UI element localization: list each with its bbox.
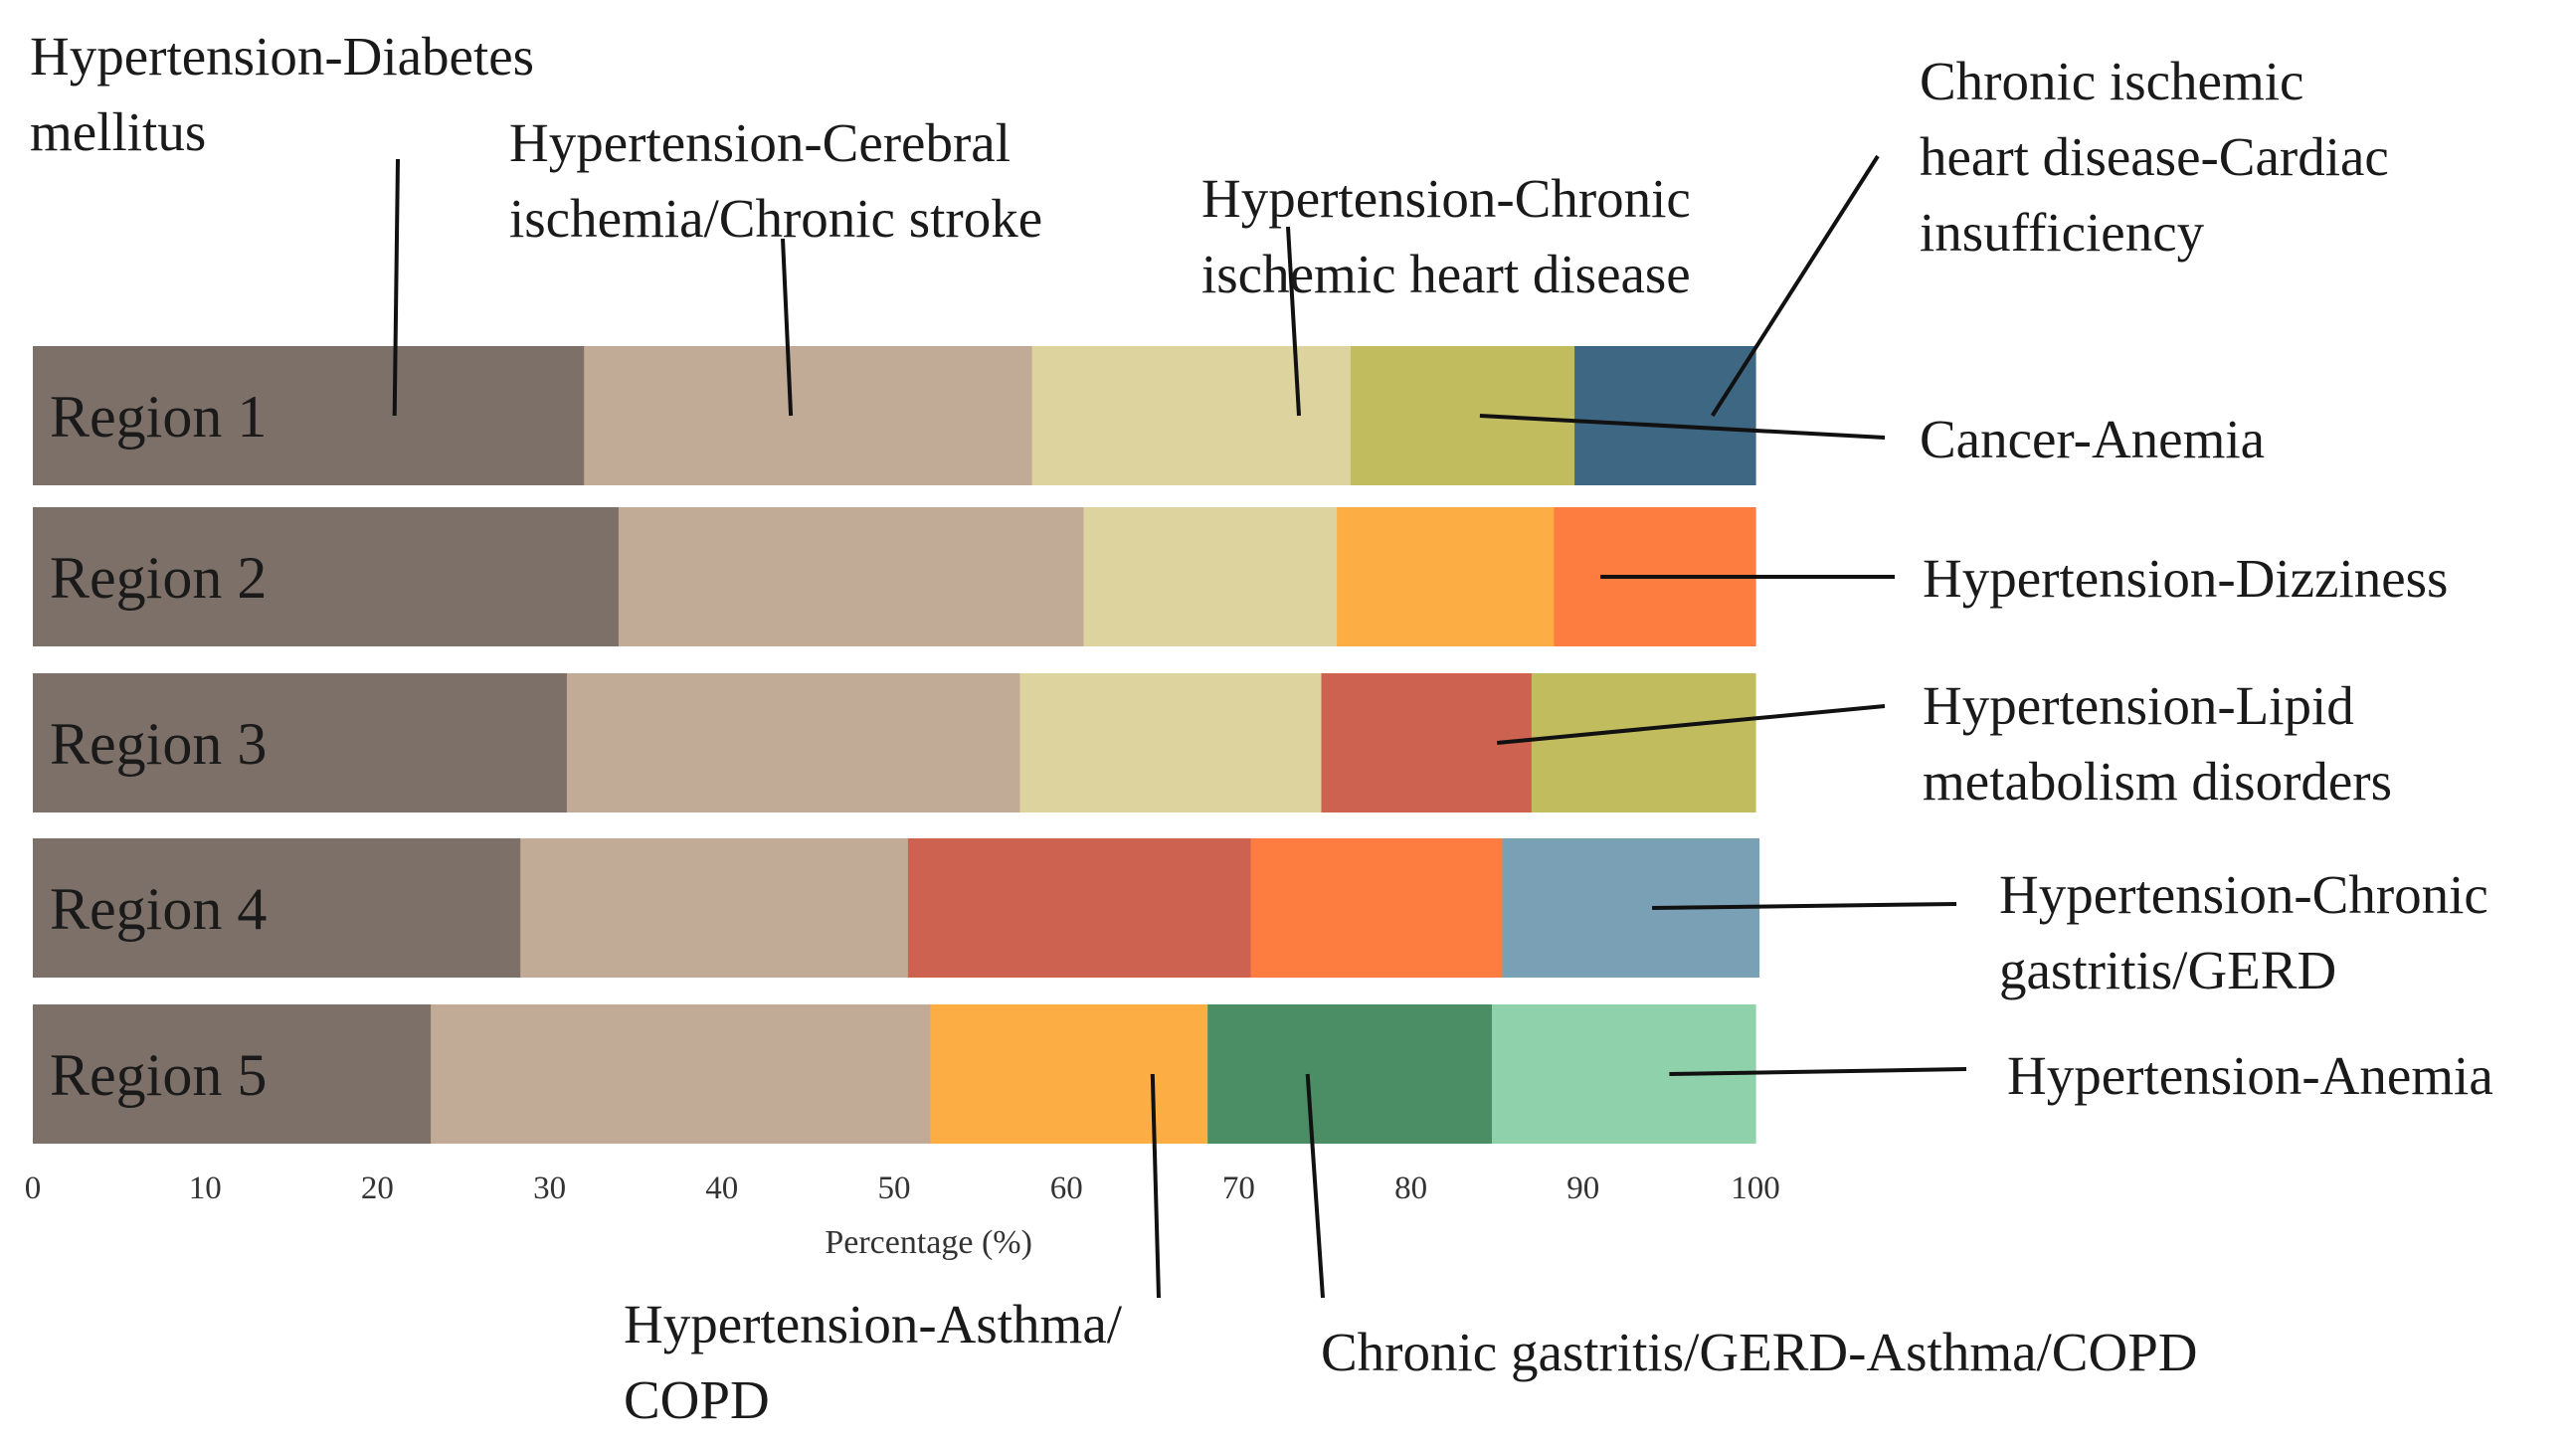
annotation-label-cardiac: Chronic ischemic [1920, 51, 2303, 111]
bar-segment-region-3-hypertension-diabetes-mellitus [33, 673, 568, 812]
bar-segment-region-1-cancer-anemia [1351, 346, 1575, 485]
annotation-label-chd: ischemic heart disease [1201, 244, 1691, 304]
x-axis-title: Percentage (%) [825, 1224, 1032, 1261]
annotation-label-cardiac: heart disease-Cardiac [1920, 126, 2389, 187]
bar-segment-region-5-chronic-gastritis-gerd-asthma-copd [1207, 1004, 1493, 1144]
bar-segment-region-2-hypertension-cerebral-ischemia-chronic-stroke [618, 507, 1085, 646]
annotation-label-cancer: Cancer-Anemia [1920, 409, 2265, 469]
leader-line-cerebral [781, 238, 794, 417]
x-tick-label: 50 [878, 1171, 911, 1206]
bar-segment-region-4-hypertension-dizziness [1250, 838, 1503, 978]
annotation-label-cerebral: ischemia/Chronic stroke [509, 188, 1042, 249]
bar-segment-region-3-hypertension-chronic-ischemic-heart-disease [1019, 673, 1323, 812]
annotation-label-diabetes: mellitus [30, 101, 206, 162]
bar-segment-region-2-hypertension-asthma-copd [1337, 507, 1555, 646]
annotation-label-asthma: COPD [624, 1369, 770, 1430]
x-tick-label: 30 [533, 1171, 566, 1206]
annotation-label-gerd: gastritis/GERD [1999, 940, 2336, 1000]
annotation-label-cardiac: insufficiency [1920, 202, 2205, 263]
leader-line-asthma [1150, 1073, 1161, 1299]
annotation-label-lipid: Hypertension-Lipid [1923, 675, 2354, 736]
bar-segment-region-5-hypertension-diabetes-mellitus [33, 1004, 432, 1144]
region-labels: Region 1 Region 2 Region 3 Region 4 Region 5 [50, 384, 267, 1108]
leader-line-cancer [1479, 414, 1886, 440]
region-label: Region 1 [50, 384, 267, 450]
bar-segment-region-4-hypertension-cerebral-ischemia-chronic-stroke [520, 838, 909, 978]
x-tick-label: 90 [1566, 1171, 1599, 1206]
bar-segment-region-3-cancer-anemia [1531, 673, 1756, 812]
annotation-label-diabetes: Hypertension-Diabetes [30, 26, 534, 87]
bar-segment-region-5-hypertension-cerebral-ischemia-chronic-stroke [431, 1004, 931, 1144]
x-tick-label: 60 [1050, 1171, 1083, 1206]
x-tick-label: 80 [1394, 1171, 1427, 1206]
region-label: Region 3 [50, 711, 267, 777]
annotation-label-htn-anemia: Hypertension-Anemia [2007, 1045, 2493, 1106]
leader-line-gerd [1652, 902, 1957, 910]
bar-segment-region-1-hypertension-diabetes-mellitus [33, 346, 585, 485]
annotation-label-gerd-asthma: Chronic gastritis/GERD-Asthma/COPD [1321, 1322, 2198, 1382]
annotation-label-dizziness: Hypertension-Dizziness [1923, 548, 2448, 609]
bar-segment-region-1-hypertension-chronic-ischemic-heart-disease [1031, 346, 1352, 485]
bar-segment-region-5-hypertension-asthma-copd [930, 1004, 1208, 1144]
x-tick-label: 40 [705, 1171, 738, 1206]
bar-segment-region-2-hypertension-diabetes-mellitus [33, 507, 620, 646]
annotation-label-asthma: Hypertension-Asthma/ [624, 1294, 1123, 1354]
region-label: Region 2 [50, 545, 267, 611]
leader-line-gerd-asthma [1305, 1073, 1325, 1299]
x-tick-label: 20 [361, 1171, 394, 1206]
annotation-label-lipid: metabolism disorders [1923, 751, 2392, 811]
bar-segment-region-3-hypertension-lipid-metabolism-disorders [1321, 673, 1533, 812]
bar-segment-region-4-hypertension-diabetes-mellitus [33, 838, 521, 978]
leader-line-chd [1286, 226, 1301, 417]
bar-segment-region-4-hypertension-lipid-metabolism-disorders [907, 838, 1252, 978]
annotation-label-cerebral: Hypertension-Cerebral [509, 112, 1011, 173]
bar-segment-region-2-hypertension-chronic-ischemic-heart-disease [1083, 507, 1338, 646]
x-tick-label: 0 [25, 1171, 42, 1206]
x-tick-label: 10 [189, 1171, 222, 1206]
leader-line-lipid [1497, 704, 1886, 745]
bars-layer [33, 346, 1760, 1144]
leader-line-htn-anemia [1669, 1067, 1967, 1076]
x-tick-label: 100 [1731, 1171, 1780, 1206]
bar-segment-region-3-hypertension-cerebral-ischemia-chronic-stroke [566, 673, 1020, 812]
region-label: Region 4 [50, 876, 267, 942]
bar-segment-region-1-hypertension-cerebral-ischemia-chronic-stroke [584, 346, 1033, 485]
annotations-layer: Hypertension-Diabetes mellitus Hypertensio… [30, 26, 2493, 1430]
leader-line-cardiac [1711, 154, 1880, 418]
x-tick-label: 70 [1222, 1171, 1255, 1206]
region-label: Region 5 [50, 1042, 267, 1108]
annotation-label-gerd: Hypertension-Chronic [1999, 864, 2488, 925]
x-axis-ticks: 0 10 20 30 40 50 60 70 80 90 100 [25, 1171, 1780, 1206]
leader-line-diabetes [392, 158, 400, 417]
bar-segment-region-1-chronic-ischemic-heart-disease-cardiac-insufficiency [1574, 346, 1756, 485]
annotation-label-chd: Hypertension-Chronic [1201, 168, 1691, 229]
